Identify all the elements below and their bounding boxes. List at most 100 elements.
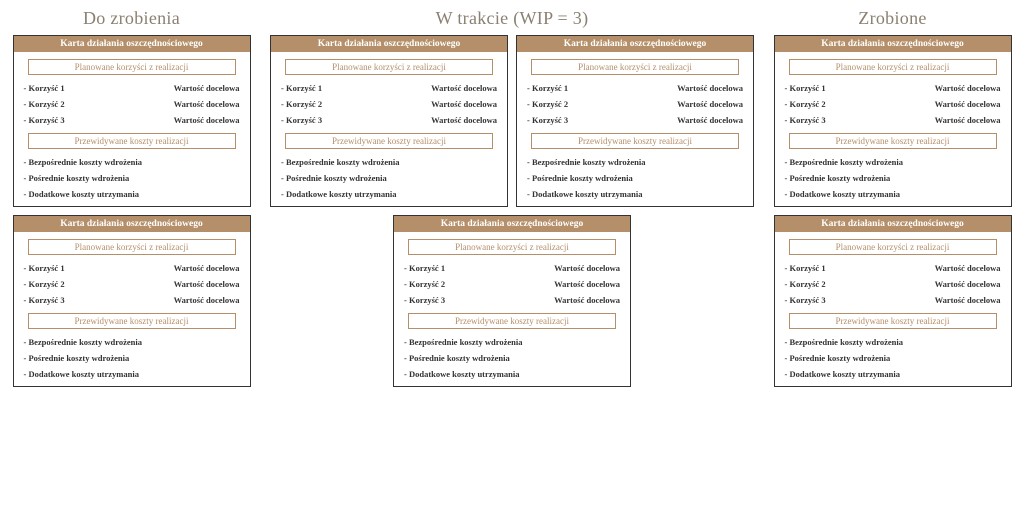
benefit-label: Korzyść 3 [24,115,65,125]
benefit-row: Korzyść 1 Wartość docelowa [523,82,747,94]
cost-row: Bezpośrednie koszty wdrożenia [20,336,244,348]
costs-section-title: Przewidywane koszty realizacji [531,133,739,149]
benefit-value: Wartość docelowa [174,295,240,305]
benefit-label: Korzyść 2 [24,279,65,289]
benefit-value: Wartość docelowa [174,99,240,109]
savings-card[interactable]: Karta działania oszczędnościowegoPlanowa… [393,215,631,387]
benefit-row: Korzyść 2 Wartość docelowa [781,98,1005,110]
cost-row: Bezpośrednie koszty wdrożenia [20,156,244,168]
cost-row: Bezpośrednie koszty wdrożenia [523,156,747,168]
benefit-value: Wartość docelowa [431,99,497,109]
benefit-label: Korzyść 3 [404,295,445,305]
kanban-board: Do zrobienia Karta działania oszczędnośc… [6,6,1018,387]
benefit-value: Wartość docelowa [935,263,1001,273]
cost-row: Dodatkowe koszty utrzymania [20,368,244,380]
benefit-label: Korzyść 1 [281,83,322,93]
benefits-section-title: Planowane korzyści z realizacji [531,59,739,75]
card-header: Karta działania oszczędnościowego [271,36,507,52]
cost-row: Dodatkowe koszty utrzymania [277,188,501,200]
benefit-label: Korzyść 1 [404,263,445,273]
benefit-label: Korzyść 2 [404,279,445,289]
benefit-value: Wartość docelowa [935,279,1001,289]
card-body: Planowane korzyści z realizacjiKorzyść 1… [394,232,630,386]
card-header: Karta działania oszczędnościowego [775,216,1011,232]
column-todo: Do zrobienia Karta działania oszczędnośc… [6,6,257,387]
savings-card[interactable]: Karta działania oszczędnościowego Planowa… [774,35,1012,207]
savings-card[interactable]: Karta działania oszczędnościowego Planowa… [13,35,251,207]
benefit-label: Korzyść 3 [785,115,826,125]
column-title-todo: Do zrobienia [83,8,180,29]
savings-card[interactable]: Karta działania oszczędnościowego Planowa… [516,35,754,207]
benefit-label: Korzyść 2 [281,99,322,109]
costs-section-title: Przewidywane koszty realizacji [789,133,997,149]
benefit-value: Wartość docelowa [174,279,240,289]
benefits-section-title: Planowane korzyści z realizacji [285,59,493,75]
benefit-value: Wartość docelowa [935,115,1001,125]
benefit-row: Korzyść 1 Wartość docelowa [781,262,1005,274]
benefit-label: Korzyść 1 [785,83,826,93]
benefit-row: Korzyść 3Wartość docelowa [400,294,624,306]
benefit-row: Korzyść 1 Wartość docelowa [400,262,624,274]
cost-row: Pośrednie koszty wdrożenia [781,352,1005,364]
benefit-label: Korzyść 2 [785,99,826,109]
benefit-label: Korzyść 3 [281,115,322,125]
benefit-row: Korzyść 2 Wartość docelowa [277,98,501,110]
card-header: Karta działania oszczędnościowego [394,216,630,232]
benefit-row: Korzyść 1 Wartość docelowa [781,82,1005,94]
cost-row: Pośrednie koszty wdrożenia [523,172,747,184]
cost-row: Pośrednie koszty wdrożenia [400,352,624,364]
card-body: Planowane korzyści z realizacji Korzyść 1… [271,52,507,206]
column-title-inprogress: W trakcie (WIP = 3) [436,8,589,29]
benefit-label: Korzyść 1 [785,263,826,273]
benefit-value: Wartość docelowa [935,83,1001,93]
cost-row: Bezpośrednie koszty wdrożenia [781,156,1005,168]
card-header: Karta działania oszczędnościowego [14,36,250,52]
benefit-row: Korzyść 3 Wartość docelowa [20,114,244,126]
benefit-row: Korzyść 2Wartość docelowa [781,278,1005,290]
benefit-value: Wartość docelowa [174,115,240,125]
benefit-label: Korzyść 3 [527,115,568,125]
benefit-value: Wartość docelowa [554,263,620,273]
benefit-row: Korzyść 2 Wartość docelowa [20,278,244,290]
cards-done: Karta działania oszczędnościowegoPlanowa… [767,35,1018,387]
savings-card[interactable]: Karta działania oszczędnościowegoPlanowa… [13,215,251,387]
costs-section-title: Przewidywane koszty realizacji [408,313,616,329]
cards-inprogress: Karta działania oszczędnościowego Planowa… [261,35,763,387]
savings-card[interactable]: Karta działania oszczędnościowegoPlanowa… [270,35,508,207]
benefit-value: Wartość docelowa [174,263,240,273]
benefit-label: Korzyść 3 [785,295,826,305]
benefit-row: Korzyść 1 Wartość docelowa [277,82,501,94]
benefit-value: Wartość docelowa [677,115,743,125]
cost-row: Dodatkowe koszty utrzymania [400,368,624,380]
costs-section-title: Przewidywane koszty realizacji [789,313,997,329]
benefits-section-title: Planowane korzyści z realizacji [28,59,236,75]
column-title-done: Zrobione [858,8,926,29]
cost-row: Bezpośrednie koszty wdrożenia [781,336,1005,348]
benefit-row: Korzyść 3 Wartość docelowa [20,294,244,306]
benefit-value: Wartość docelowa [554,279,620,289]
benefit-row: Korzyść 1 Wartość docelowa [20,262,244,274]
card-header: Karta działania oszczędnościowego [14,216,250,232]
benefit-label: Korzyść 2 [527,99,568,109]
benefit-value: Wartość docelowa [431,83,497,93]
benefit-label: Korzyść 1 [527,83,568,93]
cost-row: Pośrednie koszty wdrożenia [277,172,501,184]
benefit-value: Wartość docelowa [935,99,1001,109]
benefit-label: Korzyść 1 [24,263,65,273]
cards-todo: Karta działania oszczędnościowego Planowa… [6,35,257,387]
cards-inprogress-row2: Karta działania oszczędnościowegoPlanowa… [261,215,763,387]
benefits-section-title: Planowane korzyści z realizacji [789,59,997,75]
cost-row: Pośrednie koszty wdrożenia [20,352,244,364]
benefit-label: Korzyść 3 [24,295,65,305]
cost-row: Dodatkowe koszty utrzymania [781,368,1005,380]
savings-card[interactable]: Karta działania oszczędnościowegoPlanowa… [774,215,1012,387]
benefit-row: Korzyść 3Wartość docelowa [277,114,501,126]
benefit-value: Wartość docelowa [677,99,743,109]
cost-row: Bezpośrednie koszty wdrożenia [400,336,624,348]
column-done: Zrobione Karta działania oszczędnościowe… [767,6,1018,387]
benefit-value: Wartość docelowa [677,83,743,93]
card-header: Karta działania oszczędnościowego [517,36,753,52]
card-header: Karta działania oszczędnościowego [775,36,1011,52]
card-body: Planowane korzyści z realizacjiKorzyść 1… [775,232,1011,386]
cost-row: Pośrednie koszty wdrożenia [20,172,244,184]
